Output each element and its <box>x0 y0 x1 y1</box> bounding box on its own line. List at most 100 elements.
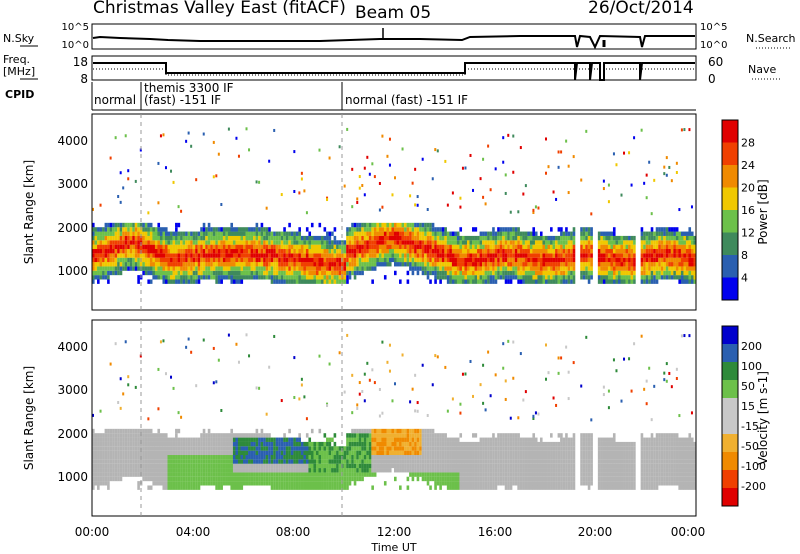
power-cell <box>550 275 553 280</box>
velocity-cell <box>217 463 221 469</box>
velocity-cell <box>416 476 420 482</box>
velocity-cell <box>356 476 359 482</box>
velocity-cell <box>200 437 203 442</box>
power-cell <box>363 231 367 236</box>
power-cell <box>562 248 566 254</box>
power-cell <box>492 227 495 232</box>
power-scatter-point <box>187 131 190 135</box>
power-cell <box>464 257 468 263</box>
power-cell <box>550 279 553 284</box>
velocity-cell <box>235 450 239 456</box>
power-cell <box>250 270 254 276</box>
power-cell <box>607 270 611 276</box>
velocity-cell <box>114 472 118 477</box>
velocity-scatter-point <box>187 337 190 341</box>
power-cell <box>605 266 608 271</box>
velocity-cell <box>353 428 357 434</box>
power-scatter-point <box>217 152 220 156</box>
velocity-cell <box>482 441 485 447</box>
power-cell <box>532 240 536 245</box>
velocity-cell <box>449 481 452 486</box>
power-cell <box>394 235 397 241</box>
velocity-cell <box>288 437 291 442</box>
velocity-cell <box>315 463 319 469</box>
power-cell <box>560 266 563 271</box>
power-cell <box>318 222 322 228</box>
velocity-cell <box>416 454 420 460</box>
velocity-cell <box>107 437 110 442</box>
power-cell <box>396 253 400 258</box>
velocity-cell <box>112 437 115 442</box>
power-cell <box>640 262 644 267</box>
power-cell <box>628 275 631 280</box>
velocity-cell <box>386 450 390 456</box>
power-cell <box>192 257 196 263</box>
velocity-cell <box>283 468 286 473</box>
velocity-cell <box>207 446 211 451</box>
velocity-cell <box>444 441 447 447</box>
power-cell <box>283 248 286 254</box>
power-cell <box>693 266 697 271</box>
power-cell <box>386 257 390 263</box>
velocity-cell <box>207 450 211 456</box>
velocity-cell <box>446 437 450 442</box>
power-cell <box>459 253 463 258</box>
velocity-cell <box>215 472 218 477</box>
velocity-cell <box>170 441 173 447</box>
velocity-cell <box>205 463 208 469</box>
power-cell <box>237 270 241 276</box>
power-cell <box>431 248 435 254</box>
velocity-cell <box>371 472 374 477</box>
power-cell <box>446 231 450 236</box>
power-cell <box>685 262 689 267</box>
power-cell <box>273 279 276 284</box>
velocity-cell <box>303 446 306 451</box>
power-cell <box>404 257 407 263</box>
power-cell <box>295 262 299 267</box>
power-cell <box>451 262 455 267</box>
power-cell <box>567 240 571 245</box>
power-cell <box>620 266 624 271</box>
velocity-cell <box>102 437 105 442</box>
velocity-cell <box>210 468 213 473</box>
velocity-cell <box>237 450 241 456</box>
velocity-cell <box>200 476 203 482</box>
velocity-cell <box>459 446 463 451</box>
power-cell <box>542 244 546 250</box>
velocity-cell <box>200 446 203 451</box>
power-cell <box>243 235 246 241</box>
power-cell <box>300 279 304 284</box>
velocity-cell <box>353 476 357 482</box>
velocity-cell <box>232 481 236 486</box>
power-cell <box>308 235 312 241</box>
velocity-scatter-point <box>436 355 439 359</box>
velocity-cell <box>439 476 442 482</box>
power-cell <box>114 266 118 271</box>
velocity-cell <box>220 446 223 451</box>
power-cell <box>522 253 525 258</box>
power-cell <box>142 257 145 263</box>
velocity-cell <box>368 472 372 477</box>
power-cell <box>353 235 357 241</box>
power-scatter-point <box>356 197 359 201</box>
power-cell <box>680 235 684 241</box>
power-cell <box>514 227 518 232</box>
velocity-cell <box>326 468 329 473</box>
power-scatter-point <box>507 133 510 137</box>
power-cell <box>451 244 455 250</box>
velocity-cell <box>346 463 349 469</box>
velocity-cell <box>137 433 140 438</box>
power-cell <box>404 248 407 254</box>
velocity-cell <box>464 463 468 469</box>
power-cell <box>358 227 362 232</box>
power-cell <box>492 240 495 245</box>
power-cell <box>172 235 176 241</box>
velocity-cell <box>253 476 256 482</box>
power-cell <box>250 275 254 280</box>
velocity-cell <box>172 454 176 460</box>
velocity-cell <box>323 476 327 482</box>
power-cell <box>159 253 163 258</box>
power-cell <box>386 244 390 250</box>
power-cell <box>235 262 239 267</box>
velocity-cell <box>441 454 445 460</box>
